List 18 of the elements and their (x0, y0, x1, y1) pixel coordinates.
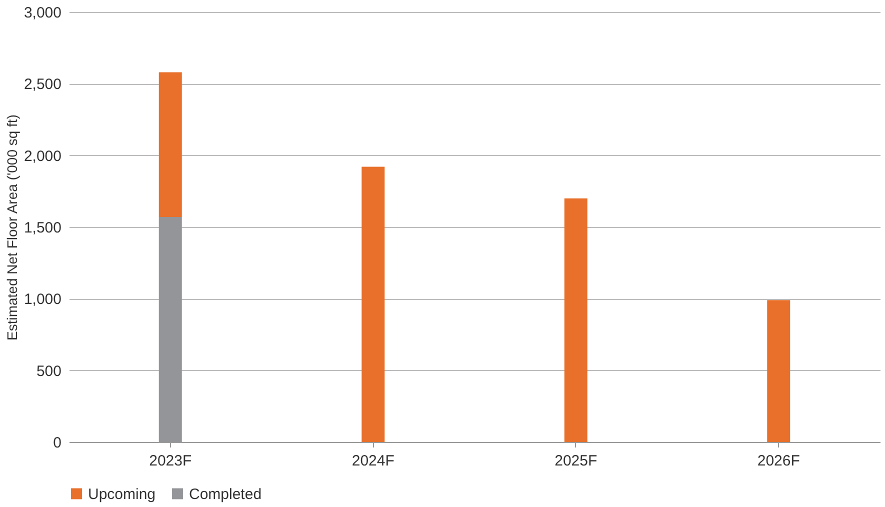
y-tick-label: 2,000 (24, 148, 62, 165)
bar (362, 166, 385, 442)
y-tick-label: 500 (36, 362, 62, 380)
x-tick-label: 2024F (352, 452, 394, 470)
y-tick-label: 0 (53, 434, 62, 452)
bar (564, 198, 588, 442)
bar (767, 300, 790, 442)
y-tick-label: 1,500 (24, 220, 62, 236)
legend-label: Upcoming (88, 486, 156, 503)
x-tick-label: 2023F (149, 452, 192, 470)
y-axis-title: Estimated Net Floor Area ('000 sq ft) (4, 114, 20, 340)
x-tick-label: 2025F (554, 452, 598, 470)
y-tick-label: 2,500 (24, 76, 62, 94)
y-tick-label: 1,000 (24, 291, 62, 308)
bar (158, 72, 182, 217)
y-tick-label: 3,000 (24, 4, 62, 22)
x-tick-label: 2026F (757, 452, 800, 470)
legend-label: Completed (189, 486, 262, 503)
